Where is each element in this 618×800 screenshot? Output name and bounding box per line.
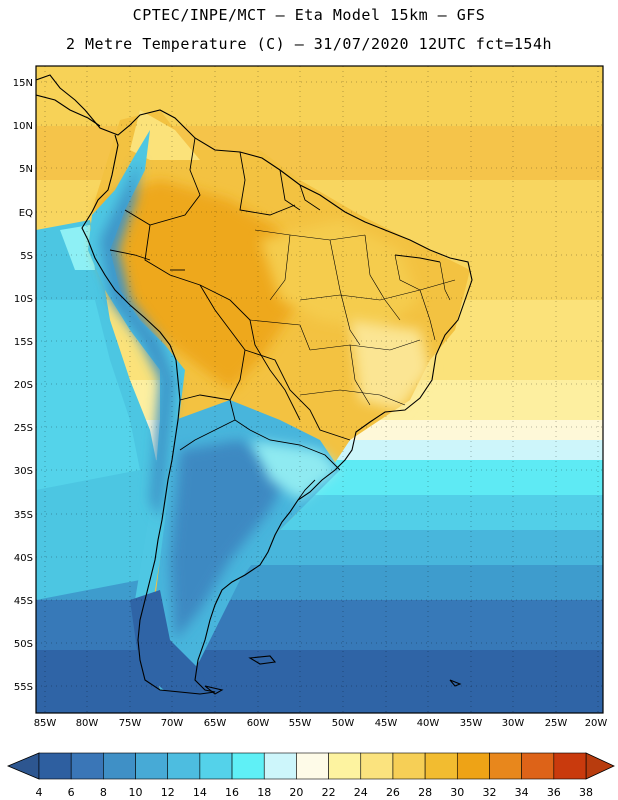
colorbar-right-arrow [585, 752, 615, 780]
colorbar-segment [553, 752, 587, 780]
lat-label: 10N [13, 121, 33, 132]
lat-label: EQ [19, 208, 33, 219]
map-title-line-1: CPTEC/INPE/MCT — Eta Model 15km — GFS [132, 6, 486, 24]
colorbar-segment [135, 752, 169, 780]
colorbar-segment [424, 752, 458, 780]
coastline [36, 74, 473, 695]
lat-label: 5N [19, 164, 33, 175]
lat-label: 10S [14, 294, 33, 305]
lon-label: 40W [417, 718, 440, 729]
colorbar: 4 6 8 10 12 14 16 18 20 22 24 26 28 30 32 34 36 38 [6, 752, 615, 799]
temperature-field [36, 66, 603, 713]
colorbar-label: 10 [129, 786, 143, 799]
lat-label: 35S [14, 510, 33, 521]
colorbar-segment [456, 752, 490, 780]
lon-label: 20W [585, 718, 608, 729]
colorbar-segment [521, 752, 555, 780]
colorbar-label: 30 [450, 786, 464, 799]
colorbar-label: 28 [418, 786, 432, 799]
longitude-labels: 85W 80W 75W 70W 65W 60W 55W 50W 45W 40W … [34, 718, 608, 729]
lon-label: 45W [375, 718, 398, 729]
colorbar-label: 8 [100, 786, 107, 799]
lon-label: 80W [76, 718, 99, 729]
lat-label: 40S [14, 553, 33, 564]
lat-label: 45S [14, 596, 33, 607]
colorbar-label: 12 [161, 786, 175, 799]
colorbar-segment [38, 752, 72, 780]
colorbar-segment [199, 752, 233, 780]
colorbar-segment [103, 752, 136, 780]
lon-label: 75W [119, 718, 142, 729]
colorbar-label: 6 [68, 786, 75, 799]
colorbar-label: 38 [579, 786, 593, 799]
lat-label: 55S [14, 682, 33, 693]
lon-label: 35W [460, 718, 483, 729]
colorbar-label: 22 [322, 786, 336, 799]
country-borders [109, 137, 351, 501]
lon-label: 25W [545, 718, 568, 729]
latitude-labels: 15N 10N 5N EQ 5S 10S 15S 20S 25S 30S 35S… [13, 78, 33, 693]
colorbar-label: 16 [225, 786, 239, 799]
colorbar-label: 4 [36, 786, 43, 799]
lat-label: 20S [14, 380, 33, 391]
map-frame [35, 65, 604, 714]
lon-label: 60W [247, 718, 270, 729]
lat-label: 5S [20, 251, 33, 262]
colorbar-segment [70, 752, 104, 780]
colorbar-segment [392, 752, 426, 780]
colorbar-label: 24 [354, 786, 368, 799]
colorbar-label: 26 [386, 786, 400, 799]
colorbar-segment [489, 752, 522, 780]
colorbar-segment [167, 752, 201, 780]
lat-label: 15S [14, 337, 33, 348]
colorbar-label: 20 [289, 786, 303, 799]
lat-label: 25S [14, 423, 33, 434]
lon-label: 85W [34, 718, 57, 729]
colorbar-left-arrow [6, 752, 40, 780]
map-title-line-2: 2 Metre Temperature (C) — 31/07/2020 12U… [65, 35, 553, 53]
lon-label: 50W [332, 718, 355, 729]
lon-label: 70W [161, 718, 184, 729]
lat-label: 50S [14, 639, 33, 650]
colorbar-segment [263, 752, 297, 780]
colorbar-label: 18 [257, 786, 271, 799]
lon-label: 55W [289, 718, 312, 729]
colorbar-segment [231, 752, 265, 780]
lat-label: 30S [14, 466, 33, 477]
colorbar-label: 32 [482, 786, 496, 799]
colorbar-segment [296, 752, 329, 780]
lon-label: 30W [502, 718, 525, 729]
lat-label: 15N [13, 78, 33, 89]
lon-label: 65W [204, 718, 227, 729]
colorbar-segment [360, 752, 394, 780]
colorbar-label: 34 [515, 786, 529, 799]
state-borders [249, 229, 456, 406]
colorbar-label: 36 [547, 786, 561, 799]
colorbar-segment [328, 752, 362, 780]
colorbar-label: 14 [193, 786, 207, 799]
